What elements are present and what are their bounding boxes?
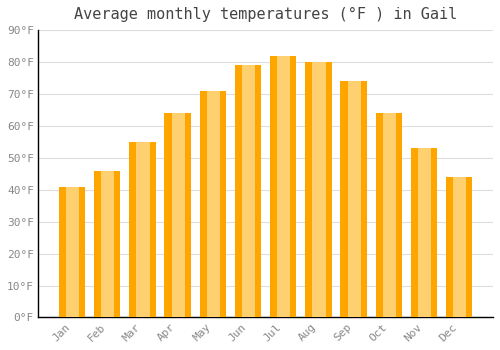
Bar (414, 148, 418, 317)
Bar (346, 81, 361, 317)
Bar (206, 91, 220, 317)
Bar (452, 177, 466, 317)
Bar (308, 62, 312, 317)
Bar (64, 187, 79, 317)
Bar (94, 170, 120, 317)
Bar (270, 56, 296, 317)
Bar (164, 113, 191, 317)
Bar (100, 170, 114, 317)
Bar (235, 65, 261, 317)
Bar (129, 142, 156, 317)
Bar (379, 113, 383, 317)
Bar (311, 62, 326, 317)
Bar (132, 142, 136, 317)
Bar (238, 65, 242, 317)
Bar (276, 56, 290, 317)
Bar (170, 113, 185, 317)
Bar (98, 170, 101, 317)
Bar (274, 56, 277, 317)
Bar (416, 148, 431, 317)
Bar (344, 81, 347, 317)
Bar (340, 81, 367, 317)
Bar (411, 148, 437, 317)
Bar (203, 91, 207, 317)
Bar (305, 62, 332, 317)
Bar (240, 65, 255, 317)
Bar (62, 187, 66, 317)
Title: Average monthly temperatures (°F ) in Gail: Average monthly temperatures (°F ) in Ga… (74, 7, 457, 22)
Bar (446, 177, 472, 317)
Bar (168, 113, 172, 317)
Bar (376, 113, 402, 317)
Bar (450, 177, 453, 317)
Bar (135, 142, 150, 317)
Bar (382, 113, 396, 317)
Bar (59, 187, 85, 317)
Bar (200, 91, 226, 317)
